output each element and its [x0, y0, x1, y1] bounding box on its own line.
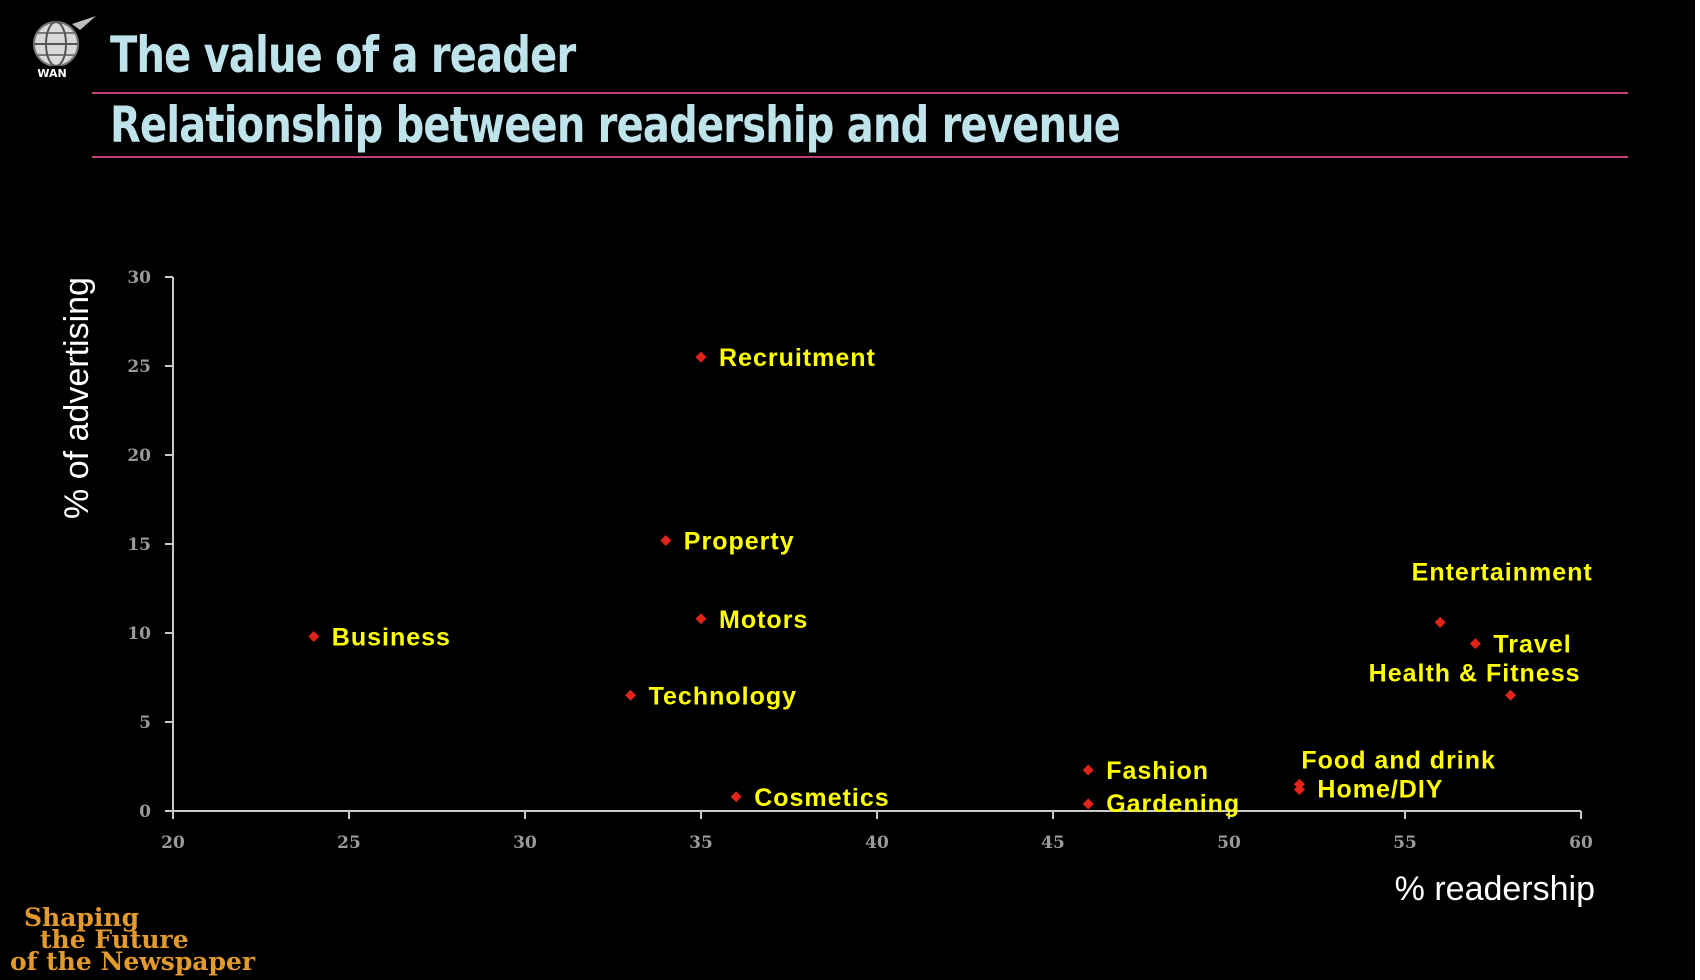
- data-point-label: Motors: [719, 606, 808, 634]
- y-tick-label: 20: [127, 446, 151, 466]
- x-tick-label: 20: [161, 833, 185, 853]
- data-point-marker: [1469, 638, 1481, 650]
- x-axis-label: % readership: [1395, 870, 1595, 908]
- y-tick-label: 15: [127, 535, 151, 555]
- data-point-marker: [1434, 616, 1446, 628]
- data-point-label: Gardening: [1106, 790, 1240, 818]
- y-tick-label: 30: [127, 268, 151, 288]
- x-tick-label: 30: [513, 833, 537, 853]
- y-tick-label: 0: [139, 802, 151, 822]
- data-point-label: Business: [332, 624, 451, 652]
- data-point-marker: [730, 791, 742, 803]
- data-point-marker: [660, 534, 672, 546]
- y-tick-label: 10: [127, 624, 151, 644]
- x-tick-label: 40: [865, 833, 889, 853]
- data-point-label: Health & Fitness: [1369, 659, 1581, 687]
- y-tick-label: 25: [127, 357, 151, 377]
- globe-logo-icon: WAN: [30, 16, 96, 80]
- x-tick-label: 25: [337, 833, 361, 853]
- footer-line-1: Shaping: [24, 903, 140, 932]
- footer-tagline: Shaping the Future of the Newspaper: [10, 903, 256, 976]
- x-tick-label: 35: [689, 833, 713, 853]
- data-point-label: Home/DIY: [1317, 776, 1443, 804]
- right-edge-strip: [1695, 0, 1700, 980]
- data-point-marker: [1293, 784, 1305, 796]
- slide-subtitle: Relationship between readership and reve…: [110, 96, 1121, 154]
- data-point-marker: [1082, 798, 1094, 810]
- footer-line-3: of the Newspaper: [10, 947, 256, 976]
- data-point-marker: [625, 689, 637, 701]
- data-point-label: Recruitment: [719, 344, 876, 372]
- footer-line-2: the Future: [40, 925, 189, 954]
- x-tick-label: 45: [1041, 833, 1065, 853]
- data-point-label: Travel: [1493, 631, 1571, 659]
- data-point-marker: [695, 351, 707, 363]
- subtitle-rule: [92, 156, 1628, 158]
- x-tick-label: 55: [1393, 833, 1417, 853]
- data-point-label: Cosmetics: [754, 784, 889, 812]
- data-point-label: Food and drink: [1301, 746, 1496, 774]
- data-point-marker: [1082, 764, 1094, 776]
- data-point-marker: [1505, 689, 1517, 701]
- x-tick-label: 50: [1217, 833, 1241, 853]
- data-point-label: Entertainment: [1412, 558, 1593, 586]
- x-tick-label: 60: [1569, 833, 1593, 853]
- data-point-marker: [308, 631, 320, 643]
- slide-title: The value of a reader: [110, 26, 576, 84]
- data-point-marker: [695, 613, 707, 625]
- title-rule: [92, 92, 1628, 94]
- y-tick-label: 5: [139, 713, 151, 733]
- logo-text: WAN: [37, 67, 66, 80]
- y-axis-label: % of advertising: [58, 277, 96, 519]
- data-point-label: Property: [684, 527, 795, 555]
- data-point-label: Technology: [649, 682, 797, 710]
- data-point-label: Fashion: [1106, 757, 1209, 785]
